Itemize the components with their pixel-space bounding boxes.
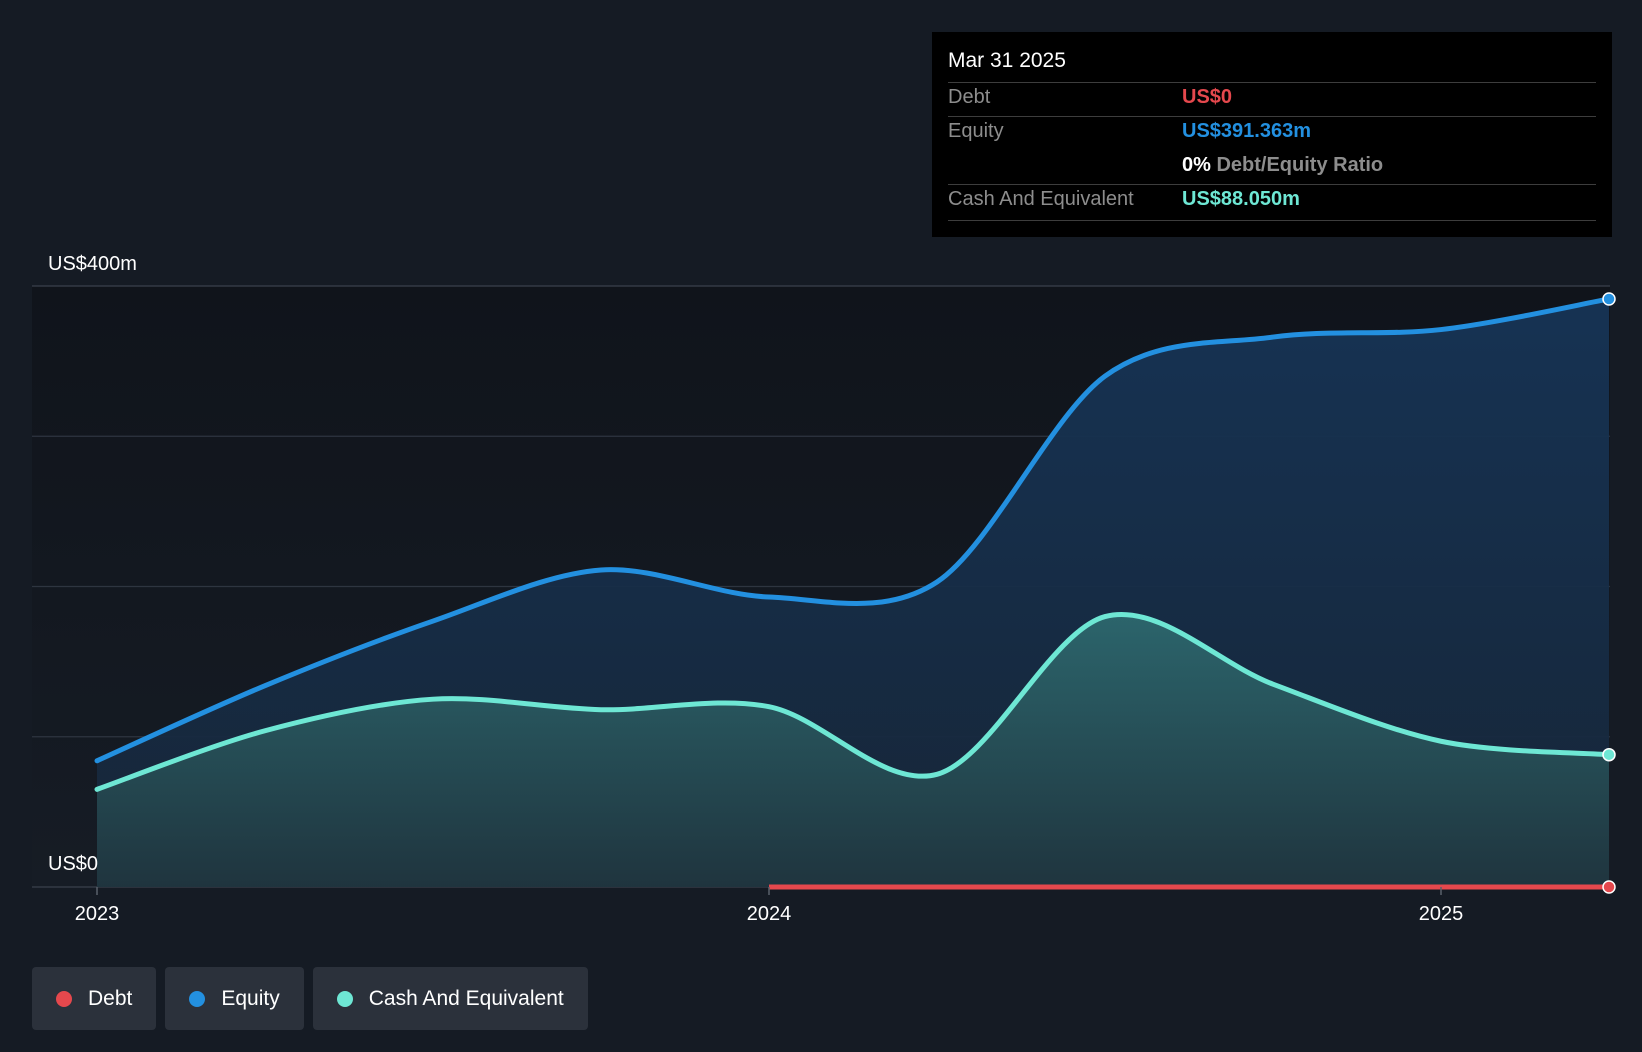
legend-label: Equity	[221, 986, 280, 1010]
legend-item-equity[interactable]: Equity	[165, 967, 304, 1030]
tooltip-divider	[948, 82, 1596, 83]
tooltip-equity-label: Equity	[948, 120, 1004, 142]
legend-label: Cash And Equivalent	[368, 986, 564, 1010]
equity-dot-icon	[189, 990, 206, 1007]
tooltip-divider	[948, 184, 1596, 185]
tooltip-debt-value: US$0	[1182, 86, 1233, 108]
equity-end-point	[1602, 292, 1616, 306]
tooltip-equity-value: US$391.363m	[1182, 120, 1311, 142]
tooltip-date: Mar 31 2025	[948, 49, 1066, 72]
debt-end-point	[1602, 880, 1616, 894]
tooltip-ratio: 0% Debt/Equity Ratio	[1182, 154, 1383, 177]
legend-item-cash[interactable]: Cash And Equivalent	[312, 967, 588, 1030]
tooltip-debt-label: Debt	[948, 86, 991, 108]
y-label-bottom: US$0	[48, 853, 98, 875]
y-label-top: US$400m	[48, 253, 137, 275]
tooltip-divider	[948, 220, 1596, 221]
cash-line	[94, 612, 1612, 792]
tooltip-ratio-label: Debt/Equity Ratio	[1216, 154, 1384, 176]
tooltip-cash-value: US$88.050m	[1182, 188, 1300, 210]
x-tick-label: 2023	[75, 903, 120, 925]
legend: Debt Equity Cash And Equivalent	[32, 967, 588, 1030]
x-axis-ticks: 2023 2024 2025	[75, 887, 1464, 925]
cash-end-point	[1602, 747, 1616, 762]
cash-dot-icon	[336, 990, 353, 1007]
debt-dot-icon	[56, 990, 72, 1007]
x-tick-label: 2025	[1419, 903, 1464, 925]
tooltip-cash-label: Cash And Equivalent	[948, 188, 1134, 210]
line-layer	[94, 296, 1612, 890]
x-tick-label: 2024	[747, 903, 792, 925]
tooltip-divider	[948, 116, 1596, 117]
tooltip-ratio-value: 0%	[1182, 154, 1211, 176]
legend-item-debt[interactable]: Debt	[32, 967, 157, 1030]
tooltip: Mar 31 2025 Debt US$0 Equity US$391.363m…	[932, 32, 1612, 237]
equity-line	[94, 296, 1612, 764]
marker-layer	[1602, 292, 1616, 894]
legend-label: Debt	[88, 986, 133, 1010]
